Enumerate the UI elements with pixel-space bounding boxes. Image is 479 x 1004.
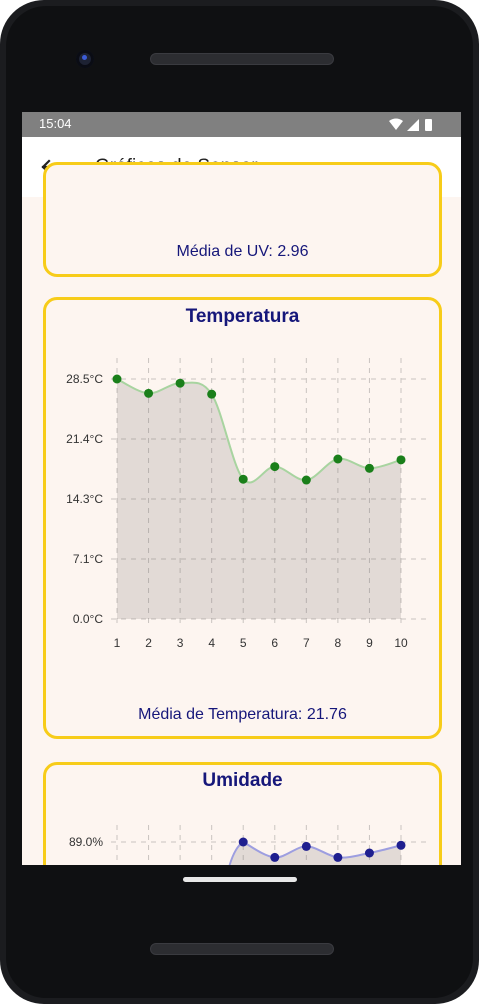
temperature-point — [270, 462, 280, 472]
temperature-average: Média de Temperatura: 21.76 — [138, 706, 347, 723]
humidity-card: Umidade 89.0% — [43, 762, 442, 865]
x-tick-label: 5 — [240, 636, 247, 650]
temperature-point — [207, 389, 217, 399]
temperature-point — [396, 455, 406, 465]
status-icons — [389, 118, 432, 131]
temperature-point — [238, 474, 248, 484]
x-tick-label: 7 — [303, 636, 310, 650]
temperature-line — [116, 378, 402, 484]
gesture-nav-bar[interactable] — [183, 877, 297, 882]
screen: 15:04 Gráficos de Sensor Média de UV: 2.… — [22, 112, 461, 865]
battery-icon — [425, 119, 432, 131]
front-camera — [76, 50, 94, 68]
x-tick-label: 9 — [366, 636, 373, 650]
temperature-card: Temperatura 0.0°C 7.1°C 14.3°C 21.4°C 28.5°C… — [43, 297, 442, 739]
x-tick-label: 10 — [394, 636, 408, 650]
humidity-chart: 89.0% — [69, 825, 427, 865]
wifi-icon — [389, 118, 403, 130]
temperature-point — [364, 463, 374, 473]
status-bar: 15:04 — [22, 112, 461, 137]
y-tick-label: 7.1°C — [73, 552, 103, 566]
humidity-point — [364, 848, 374, 858]
humidity-point — [333, 852, 343, 862]
x-tick-label: 6 — [271, 636, 278, 650]
y-tick-label: 0.0°C — [73, 612, 103, 626]
temperature-point — [144, 388, 154, 398]
status-time: 15:04 — [39, 116, 72, 131]
temperature-point — [333, 454, 343, 464]
temperature-area — [117, 379, 401, 619]
humidity-point — [238, 837, 248, 847]
y-tick-label: 28.5°C — [66, 372, 103, 386]
temperature-title: Temperatura — [185, 306, 300, 327]
y-tick-label: 14.3°C — [66, 492, 103, 506]
signal-icon — [407, 119, 419, 131]
bottom-speaker — [150, 943, 334, 955]
earpiece-speaker — [150, 53, 334, 65]
temperature-point — [175, 378, 185, 388]
humidity-title: Umidade — [202, 770, 283, 791]
y-tick-label: 89.0% — [69, 835, 103, 849]
x-tick-label: 1 — [114, 636, 121, 650]
temperature-chart: 0.0°C 7.1°C 14.3°C 21.4°C 28.5°C 1 2 3 4 5 6 7 8 9 10 — [66, 358, 427, 650]
uv-average: Média de UV: 2.96 — [176, 243, 309, 260]
y-tick-label: 21.4°C — [66, 432, 103, 446]
humidity-point — [301, 841, 311, 851]
x-tick-label: 2 — [145, 636, 152, 650]
x-tick-label: 8 — [335, 636, 342, 650]
uv-card: Média de UV: 2.96 — [43, 162, 442, 277]
humidity-point — [270, 852, 280, 862]
temperature-point — [112, 374, 122, 384]
x-tick-label: 3 — [177, 636, 184, 650]
x-tick-label: 4 — [208, 636, 215, 650]
humidity-point — [396, 840, 406, 850]
temperature-point — [301, 475, 311, 485]
